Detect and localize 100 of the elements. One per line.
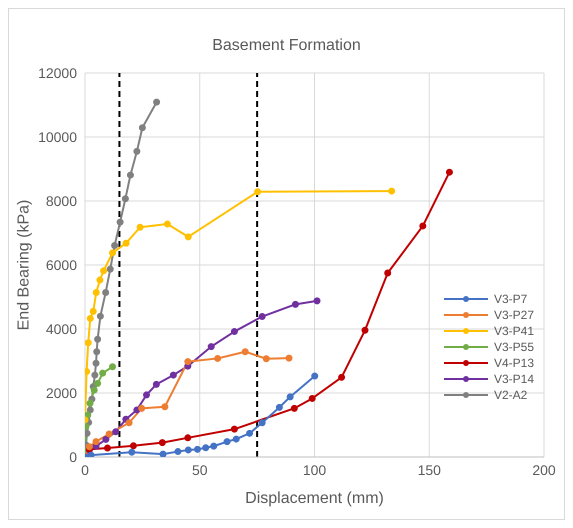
legend-label: V3-P41 <box>494 323 534 339</box>
legend-label: V2-A2 <box>494 387 528 403</box>
point <box>161 403 168 410</box>
point <box>96 312 104 320</box>
point <box>138 124 146 132</box>
point <box>246 430 254 437</box>
point <box>160 450 167 457</box>
point <box>143 391 150 398</box>
point <box>90 386 98 394</box>
point <box>128 448 136 456</box>
point <box>276 404 283 411</box>
point <box>214 354 222 362</box>
point <box>100 267 108 274</box>
legend-label: V3-P14 <box>494 371 534 387</box>
y-tick-label: 8000 <box>46 192 78 209</box>
point <box>85 412 92 419</box>
point <box>242 348 249 356</box>
point <box>202 444 210 452</box>
point <box>122 240 130 247</box>
point <box>361 326 368 334</box>
point <box>126 419 133 426</box>
chart-title: Basement Formation <box>211 37 362 55</box>
point <box>96 276 104 284</box>
legend-label: V3-P27 <box>494 307 534 323</box>
point <box>85 339 92 346</box>
point <box>94 380 102 387</box>
x-tick-label: 100 <box>302 462 326 478</box>
point <box>232 436 240 443</box>
x-axis-title: Displacement (mm) <box>245 490 384 507</box>
point <box>290 404 298 412</box>
point <box>102 436 110 443</box>
point <box>86 400 94 407</box>
point <box>94 336 102 343</box>
point <box>85 430 91 437</box>
point <box>109 249 116 256</box>
point <box>126 172 134 179</box>
point <box>116 218 124 226</box>
point <box>136 224 144 231</box>
point <box>91 372 98 379</box>
point <box>104 444 111 452</box>
point <box>184 446 192 454</box>
y-tick-label: 10000 <box>38 128 78 145</box>
legend-label: V4-P13 <box>494 355 534 371</box>
point <box>314 297 321 304</box>
point <box>133 148 140 155</box>
point <box>446 168 453 176</box>
point <box>130 442 137 450</box>
point <box>86 314 94 322</box>
point <box>111 242 118 249</box>
point <box>184 233 192 240</box>
point <box>86 406 94 414</box>
point <box>170 372 177 379</box>
x-tick-label: 50 <box>192 462 208 478</box>
point <box>158 439 166 446</box>
point <box>262 355 270 362</box>
point <box>109 363 116 370</box>
point <box>106 266 114 273</box>
point <box>258 419 266 426</box>
point <box>258 313 266 320</box>
point <box>210 442 218 450</box>
point <box>99 370 106 377</box>
point <box>138 404 146 412</box>
point <box>419 222 426 230</box>
y-axis-title: End Bearing (kPa) <box>16 200 33 330</box>
point <box>208 343 215 350</box>
point <box>112 428 120 436</box>
point <box>93 348 100 356</box>
y-tick-label: 12000 <box>38 64 78 81</box>
point <box>102 289 110 296</box>
point <box>122 195 129 202</box>
y-tick-label: 6000 <box>46 256 78 273</box>
point <box>174 448 182 456</box>
point <box>184 434 192 442</box>
point <box>384 270 392 276</box>
legend-label: V3-P55 <box>494 339 534 355</box>
point <box>230 426 238 433</box>
point <box>153 98 160 106</box>
y-tick-label: 0 <box>69 448 78 465</box>
point <box>152 380 160 388</box>
point <box>311 372 318 380</box>
point <box>254 188 262 196</box>
x-tick-label: 0 <box>81 462 90 478</box>
x-tick-label: 150 <box>418 462 442 478</box>
point <box>184 358 192 366</box>
point <box>230 328 238 336</box>
y-tick-label: 4000 <box>46 320 78 337</box>
point <box>286 393 294 400</box>
point <box>388 188 396 195</box>
point <box>90 308 97 315</box>
x-tick-label: 200 <box>532 462 556 478</box>
point <box>308 394 316 402</box>
point <box>164 220 171 228</box>
point <box>87 452 94 457</box>
point <box>224 438 231 446</box>
point <box>286 354 293 362</box>
point <box>92 289 100 296</box>
point <box>292 300 299 308</box>
point <box>106 430 113 438</box>
point <box>194 446 201 453</box>
legend-label: V3-P7 <box>494 291 528 307</box>
